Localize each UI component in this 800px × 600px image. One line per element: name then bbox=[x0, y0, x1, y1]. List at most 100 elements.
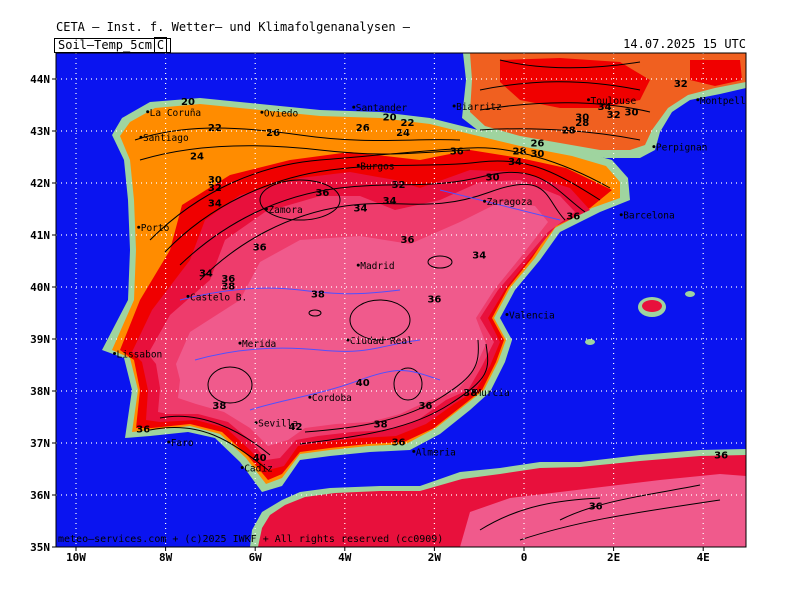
lat-tick-label: 42N bbox=[30, 177, 50, 190]
contour-value-label: 30 bbox=[575, 113, 589, 124]
city-label: Merida bbox=[242, 339, 276, 350]
contour-value-label: 36 bbox=[315, 188, 329, 199]
contour-value-label: 40 bbox=[253, 453, 267, 464]
city-label: Cadiz bbox=[244, 463, 273, 474]
contour-value-label: 26 bbox=[530, 139, 544, 150]
contour-value-label: 36 bbox=[427, 295, 441, 306]
city-marker bbox=[652, 145, 656, 149]
city-marker bbox=[696, 98, 700, 102]
city-label: Oviedo bbox=[264, 108, 299, 119]
contour-value-label: 24 bbox=[190, 152, 204, 163]
lat-tick-label: 39N bbox=[30, 333, 50, 346]
city-marker bbox=[356, 163, 360, 167]
city-labels: La Coruña Oviedo Santander Biarritz Toulouse… bbox=[113, 96, 763, 474]
city-label: Zamora bbox=[268, 205, 302, 216]
city-marker bbox=[412, 449, 416, 453]
city-label: Zaragoza bbox=[487, 197, 533, 208]
contour-value-label: 38 bbox=[374, 419, 388, 430]
lon-tick-label: 2W bbox=[428, 551, 442, 564]
city-marker bbox=[238, 341, 242, 345]
city-label: Montpellier bbox=[700, 96, 763, 107]
lon-tick-label: 8W bbox=[159, 551, 173, 564]
city-marker bbox=[352, 105, 356, 109]
city-label: Biarritz bbox=[456, 102, 502, 113]
city-marker bbox=[260, 110, 264, 114]
city-marker bbox=[346, 338, 350, 342]
contour-value-label: 22 bbox=[208, 123, 222, 134]
city-label: Porto bbox=[141, 223, 170, 234]
lon-tick-label: 0 bbox=[521, 551, 528, 564]
contour-value-label: 20 bbox=[181, 97, 195, 108]
city-marker bbox=[483, 199, 487, 203]
contour-value-label: 34 bbox=[472, 250, 486, 261]
lat-tick-label: 40N bbox=[30, 281, 50, 294]
contour-value-label: 24 bbox=[396, 128, 410, 139]
contour-value-label: 30 bbox=[486, 172, 500, 183]
map-plot-area: La Coruña Oviedo Santander Biarritz Toulouse… bbox=[56, 53, 763, 547]
contour-value-label: 36 bbox=[566, 211, 580, 222]
valid-time: 14.07.2025 15 UTC bbox=[623, 37, 746, 51]
lat-tick-label: 38N bbox=[30, 385, 50, 398]
contour-value-label: 36 bbox=[136, 425, 150, 436]
menorca bbox=[685, 291, 695, 297]
city-label: Ciudad Real bbox=[350, 336, 413, 347]
contour-value-label: 30 bbox=[530, 149, 544, 160]
city-marker bbox=[113, 352, 117, 356]
city-label: Castelo B. bbox=[190, 292, 247, 303]
city-label: Barcelona bbox=[623, 211, 674, 222]
ibiza bbox=[585, 339, 595, 345]
lat-tick-label: 41N bbox=[30, 229, 50, 242]
contour-value-label: 36 bbox=[589, 502, 603, 513]
contour-value-label: 36 bbox=[450, 146, 464, 157]
city-marker bbox=[587, 98, 591, 102]
contour-value-label: 34 bbox=[508, 157, 522, 168]
france-hot-2 bbox=[690, 60, 742, 86]
city-marker bbox=[167, 440, 171, 444]
lon-tick-label: 4W bbox=[338, 551, 352, 564]
header-title: CETA – Inst. f. Wetter– und Klimafolgena… bbox=[56, 20, 411, 34]
latitude-axis: 44N 43N 42N 41N 40N 39N 38N 37N 36N 35N bbox=[30, 73, 56, 554]
contour-value-label: 32 bbox=[674, 79, 688, 90]
mallorca-land bbox=[642, 300, 662, 312]
city-marker bbox=[452, 104, 456, 108]
contour-value-label: 30 bbox=[208, 175, 222, 186]
contour-value-label: 36 bbox=[714, 451, 728, 462]
contour-value-label: 36 bbox=[221, 274, 235, 285]
city-marker bbox=[308, 395, 312, 399]
city-marker bbox=[264, 207, 268, 211]
contour-value-label: 34 bbox=[199, 269, 213, 280]
contour-value-label: 38 bbox=[463, 388, 477, 399]
city-marker bbox=[137, 225, 141, 229]
contour-value-label: 36 bbox=[418, 401, 432, 412]
contour-value-label: 34 bbox=[383, 196, 397, 207]
city-label: Santander bbox=[356, 103, 408, 114]
rivers bbox=[179, 189, 561, 411]
contour-value-label: 40 bbox=[356, 378, 370, 389]
parameter-name: Soil–Temp_5cm bbox=[58, 38, 152, 52]
city-label: Murcia bbox=[475, 388, 509, 399]
contour-value-label: 38 bbox=[311, 289, 325, 300]
africa-inner bbox=[460, 474, 746, 547]
city-label: Sevilla bbox=[258, 419, 298, 430]
city-marker bbox=[146, 110, 150, 114]
graticule bbox=[56, 53, 746, 547]
isotherm-lines bbox=[134, 59, 721, 541]
contour-value-label: 36 bbox=[401, 235, 415, 246]
city-marker bbox=[619, 213, 623, 217]
unit-label: C bbox=[153, 37, 168, 53]
longitude-axis: 10W 8W 6W 4W 2W 0 2E 4E bbox=[66, 547, 710, 564]
city-marker bbox=[505, 313, 509, 317]
lat-tick-label: 36N bbox=[30, 489, 50, 502]
contour-value-label: 28 bbox=[575, 118, 589, 129]
contour-value-label: 34 bbox=[208, 198, 222, 209]
contour-value-label: 20 bbox=[383, 113, 397, 124]
contour-value-label: 22 bbox=[401, 118, 415, 129]
lon-tick-label: 6W bbox=[249, 551, 263, 564]
contour-value-label: 36 bbox=[392, 438, 406, 449]
contour-value-label: 26 bbox=[356, 123, 370, 134]
contour-value-label: 34 bbox=[354, 204, 368, 215]
iberia-lightpink-zone bbox=[176, 202, 548, 446]
lon-tick-label: 2E bbox=[607, 551, 620, 564]
